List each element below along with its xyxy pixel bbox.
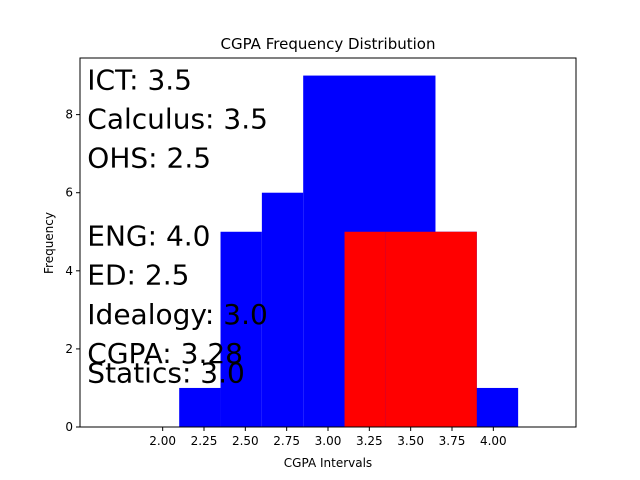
x-tick-label: 3.00	[315, 434, 342, 448]
annotation-text: ICT: 3.5	[87, 63, 192, 96]
y-tick-label: 4	[65, 264, 73, 278]
bar-series-1-1	[385, 231, 477, 427]
annotation-text: OHS: 2.5	[87, 142, 211, 175]
annotation-text: Idealogy: 3.0	[87, 298, 268, 331]
annotation-text: CGPA: 3.28	[87, 337, 243, 370]
chart-title: CGPA Frequency Distribution	[221, 35, 436, 53]
x-tick-label: 3.25	[356, 434, 383, 448]
x-tick-label: 3.75	[439, 434, 466, 448]
x-tick-label: 2.00	[149, 434, 176, 448]
bar-series-0-2	[261, 192, 304, 427]
bar-series-1-0	[344, 231, 386, 427]
bars-layer	[179, 75, 519, 427]
x-tick-label: 3.50	[397, 434, 424, 448]
annotations-layer: ICT: 3.5 Calculus: 3.5 OHS: 2.5 ENG: 4.0 ED:…	[87, 63, 268, 389]
x-tick-label: 2.25	[191, 434, 218, 448]
y-tick-label: 0	[65, 420, 73, 434]
annotation-text: Calculus: 3.5	[87, 103, 268, 136]
y-tick-label: 2	[65, 342, 73, 356]
y-tick-label: 8	[65, 108, 73, 122]
annotation-text: ENG: 4.0	[87, 220, 210, 253]
y-axis-label: Frequency	[42, 212, 56, 274]
bar-series-0-1	[220, 231, 262, 427]
x-tick-label: 2.75	[273, 434, 300, 448]
annotation-text: ED: 2.5	[87, 259, 189, 292]
x-tick-label: 4.00	[480, 434, 507, 448]
x-axis-label: CGPA Intervals	[284, 456, 372, 470]
annotation-text: Statics: 3.0	[87, 356, 245, 389]
y-axis: 0 2 4 6 8	[65, 108, 80, 434]
x-axis: 2.00 2.25 2.50 2.75 3.00 3.25 3.50 3.75 4.00	[149, 427, 507, 448]
x-tick-label: 2.50	[232, 434, 259, 448]
bar-series-0-0	[179, 387, 221, 427]
y-tick-label: 6	[65, 186, 73, 200]
